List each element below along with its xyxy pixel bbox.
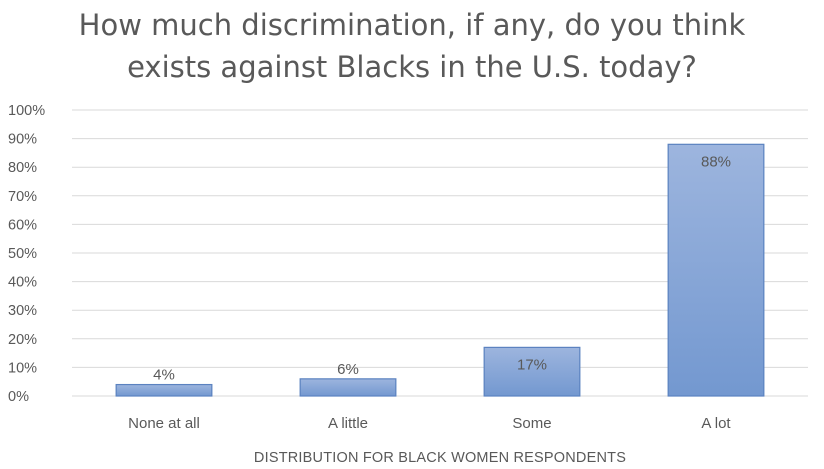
y-tick-label: 30%: [8, 303, 37, 319]
data-label: 88%: [701, 153, 731, 170]
bar: [299, 378, 397, 397]
y-tick-label: 70%: [8, 189, 37, 205]
bar: [483, 346, 581, 397]
y-axis-ticks: 0% 10% 20% 30% 40% 50% 60% 70% 80% 90% 100%: [8, 103, 45, 405]
data-label: 6%: [337, 361, 359, 378]
y-tick-label: 90%: [8, 132, 37, 148]
bar: [115, 383, 213, 397]
x-axis-title: DISTRIBUTION FOR BLACK WOMEN RESPONDENTS: [254, 450, 626, 466]
y-tick-label: 0%: [8, 389, 29, 405]
bars: [115, 143, 765, 397]
y-tick-label: 50%: [8, 246, 37, 262]
y-tick-label: 40%: [8, 275, 37, 291]
chart-title-line-1: How much discrimination, if any, do you …: [78, 8, 746, 42]
y-tick-label: 80%: [8, 160, 37, 176]
x-category-label: Some: [512, 415, 551, 432]
x-category-label: A lot: [701, 415, 731, 432]
data-label: 17%: [517, 356, 547, 373]
bar: [667, 143, 765, 397]
data-label: 4%: [153, 367, 175, 384]
y-tick-label: 100%: [8, 103, 45, 119]
y-tick-label: 10%: [8, 360, 37, 376]
x-axis-categories: None at all A little Some A lot: [128, 415, 731, 432]
chart-title-line-2: exists against Blacks in the U.S. today?: [127, 50, 697, 84]
y-tick-label: 60%: [8, 217, 37, 233]
x-category-label: None at all: [128, 415, 200, 432]
chart-title: How much discrimination, if any, do you …: [0, 4, 824, 88]
data-labels: 4% 6% 17% 88%: [153, 153, 731, 383]
y-tick-label: 20%: [8, 332, 37, 348]
x-category-label: A little: [328, 415, 368, 432]
